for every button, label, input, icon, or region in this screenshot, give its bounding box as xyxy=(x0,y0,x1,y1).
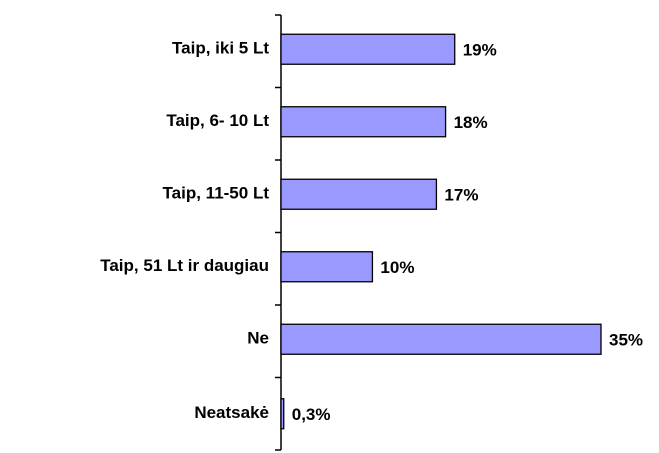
bar xyxy=(280,106,447,138)
category-label: Taip, 6- 10 Lt xyxy=(166,111,269,130)
category-label: Ne xyxy=(247,329,269,348)
value-label: 0,3% xyxy=(292,405,331,424)
value-label: 19% xyxy=(463,41,497,60)
bar xyxy=(280,33,456,65)
value-label: 10% xyxy=(380,258,414,277)
category-label: Taip, iki 5 Lt xyxy=(172,39,269,58)
category-label: Neatsakė xyxy=(194,403,269,422)
category-label: Taip, 11-50 Lt xyxy=(163,184,270,203)
bar xyxy=(280,178,438,210)
value-label: 18% xyxy=(454,113,488,132)
bar xyxy=(280,251,374,283)
bar xyxy=(280,398,285,430)
bar xyxy=(280,323,602,355)
value-label: 35% xyxy=(609,331,643,350)
value-label: 17% xyxy=(444,186,478,205)
category-label: Taip, 51 Lt ir daugiau xyxy=(100,256,269,275)
